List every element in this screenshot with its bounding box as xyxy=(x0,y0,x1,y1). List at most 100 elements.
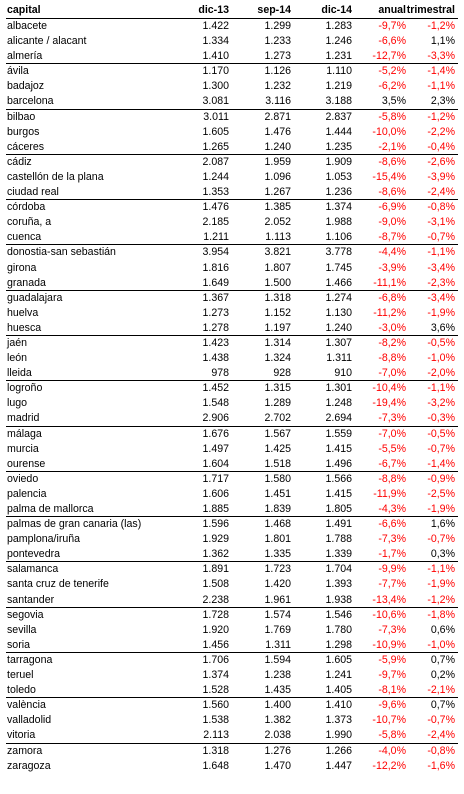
cell-dic13: 1.676 xyxy=(202,427,229,440)
cell-capital: palmas de gran canaria (las) xyxy=(7,518,142,531)
cell-trimestral: -0,5% xyxy=(427,427,455,440)
cell-trimestral: -2,5% xyxy=(427,487,455,500)
cell-capital: huelva xyxy=(7,306,39,319)
table-row: ávila 1.170 1.126 1.110 -5,2% -1,4% xyxy=(6,64,458,79)
cell-dic14: 2.837 xyxy=(325,110,352,123)
cell-trimestral: -1,1% xyxy=(427,382,455,395)
cell-capital: donostia-san sebastián xyxy=(7,246,116,259)
table-row: teruel 1.374 1.238 1.241 -9,7% 0,2% xyxy=(6,668,458,683)
cell-dic13: 1.605 xyxy=(202,125,229,138)
cell-trimestral: -0,7% xyxy=(427,533,455,546)
cell-dic13: 978 xyxy=(211,367,229,380)
header-trimestral: trimestral xyxy=(406,4,455,16)
cell-sep14: 1.126 xyxy=(264,65,291,78)
cell-dic14: 1.496 xyxy=(325,457,352,470)
cell-trimestral: -1,2% xyxy=(427,593,455,606)
cell-anual: -5,8% xyxy=(378,729,406,742)
cell-sep14: 1.299 xyxy=(264,20,291,32)
cell-anual: -13,4% xyxy=(372,593,406,606)
cell-anual: -9,7% xyxy=(378,20,406,32)
cell-dic13: 1.273 xyxy=(202,306,229,319)
cell-capital: pontevedra xyxy=(7,548,61,561)
cell-dic13: 1.318 xyxy=(202,744,229,757)
cell-anual: -10,9% xyxy=(372,638,406,651)
cell-dic13: 1.476 xyxy=(202,201,229,214)
cell-trimestral: -1,6% xyxy=(427,759,455,772)
cell-anual: -7,3% xyxy=(378,533,406,546)
cell-capital: castellón de la plana xyxy=(7,170,104,183)
cell-sep14: 1.273 xyxy=(264,50,291,63)
cell-capital: granada xyxy=(7,276,46,289)
cell-dic13: 1.816 xyxy=(202,261,229,274)
cell-dic14: 3.188 xyxy=(325,95,352,108)
cell-dic13: 1.410 xyxy=(202,50,229,63)
cell-dic13: 1.648 xyxy=(202,759,229,772)
table-row: guadalajara 1.367 1.318 1.274 -6,8% -3,4% xyxy=(6,291,458,306)
table-row: ourense 1.604 1.518 1.496 -6,7% -1,4% xyxy=(6,457,458,472)
cell-trimestral: 1,6% xyxy=(430,518,455,531)
cell-dic14: 1.301 xyxy=(325,382,352,395)
cell-trimestral: -2,0% xyxy=(427,367,455,380)
cell-trimestral: -1,9% xyxy=(427,578,455,591)
cell-dic13: 1.891 xyxy=(202,563,229,576)
cell-sep14: 1.961 xyxy=(264,593,291,606)
cell-dic14: 1.241 xyxy=(325,669,352,682)
cell-trimestral: -3,4% xyxy=(427,261,455,274)
table-row: zaragoza 1.648 1.470 1.447 -12,2% -1,6% xyxy=(6,759,458,774)
cell-dic13: 1.548 xyxy=(202,397,229,410)
cell-dic13: 1.604 xyxy=(202,457,229,470)
cell-dic14: 1.283 xyxy=(325,20,352,32)
table-row: palencia 1.606 1.451 1.415 -11,9% -2,5% xyxy=(6,487,458,502)
cell-sep14: 1.435 xyxy=(264,684,291,697)
cell-trimestral: -2,6% xyxy=(427,155,455,168)
cell-anual: -4,4% xyxy=(378,246,406,259)
cell-anual: -11,2% xyxy=(373,306,406,319)
cell-sep14: 1.468 xyxy=(264,518,291,531)
cell-dic13: 1.244 xyxy=(202,170,229,183)
cell-dic13: 1.278 xyxy=(202,321,229,334)
cell-capital: madrid xyxy=(7,412,40,425)
table-row: sevilla 1.920 1.769 1.780 -7,3% 0,6% xyxy=(6,623,458,638)
cell-dic14: 1.374 xyxy=(325,201,352,214)
cell-anual: -6,9% xyxy=(378,201,406,214)
table-row: jaén 1.423 1.314 1.307 -8,2% -0,5% xyxy=(6,336,458,351)
table-row: santander 2.238 1.961 1.938 -13,4% -1,2% xyxy=(6,593,458,608)
cell-dic14: 3.778 xyxy=(325,246,352,259)
cell-anual: -6,2% xyxy=(378,80,406,93)
table-body: albacete 1.422 1.299 1.283 -9,7% -1,2% alicant… xyxy=(6,19,458,774)
cell-capital: barcelona xyxy=(7,95,54,108)
cell-dic13: 1.456 xyxy=(202,638,229,651)
cell-trimestral: -1,9% xyxy=(427,306,455,319)
cell-sep14: 1.839 xyxy=(264,503,291,515)
table-row: cádiz 2.087 1.959 1.909 -8,6% -2,6% xyxy=(6,155,458,170)
cell-dic13: 1.596 xyxy=(202,518,229,531)
cell-trimestral: -0,7% xyxy=(427,442,455,455)
cell-sep14: 1.232 xyxy=(264,80,291,93)
cell-trimestral: -0,7% xyxy=(427,714,455,727)
cell-anual: -7,3% xyxy=(378,623,406,636)
cell-dic13: 1.300 xyxy=(202,80,229,93)
cell-capital: cáceres xyxy=(7,140,45,153)
cell-capital: soria xyxy=(7,638,30,651)
cell-sep14: 1.289 xyxy=(264,397,291,410)
cell-dic14: 1.393 xyxy=(325,578,352,591)
table-row: soria 1.456 1.311 1.298 -10,9% -1,0% xyxy=(6,638,458,653)
header-sep14: sep-14 xyxy=(257,4,291,16)
cell-anual: -8,7% xyxy=(378,231,406,244)
cell-dic14: 1.704 xyxy=(325,563,352,576)
cell-trimestral: 3,6% xyxy=(430,321,455,334)
cell-dic14: 1.373 xyxy=(325,714,352,727)
cell-dic14: 1.559 xyxy=(325,427,352,440)
cell-dic13: 2.238 xyxy=(202,593,229,606)
cell-dic14: 1.307 xyxy=(325,336,352,349)
cell-capital: málaga xyxy=(7,427,42,440)
cell-dic13: 1.362 xyxy=(202,548,229,561)
cell-sep14: 1.096 xyxy=(264,170,291,183)
table-row: salamanca 1.891 1.723 1.704 -9,9% -1,1% xyxy=(6,562,458,577)
cell-dic14: 1.236 xyxy=(325,186,352,199)
cell-dic13: 1.367 xyxy=(202,291,229,304)
cell-dic14: 1.780 xyxy=(325,623,352,636)
cell-sep14: 1.400 xyxy=(264,699,291,712)
cell-capital: santa cruz de tenerife xyxy=(7,578,109,591)
cell-trimestral: -2,1% xyxy=(427,684,455,697)
